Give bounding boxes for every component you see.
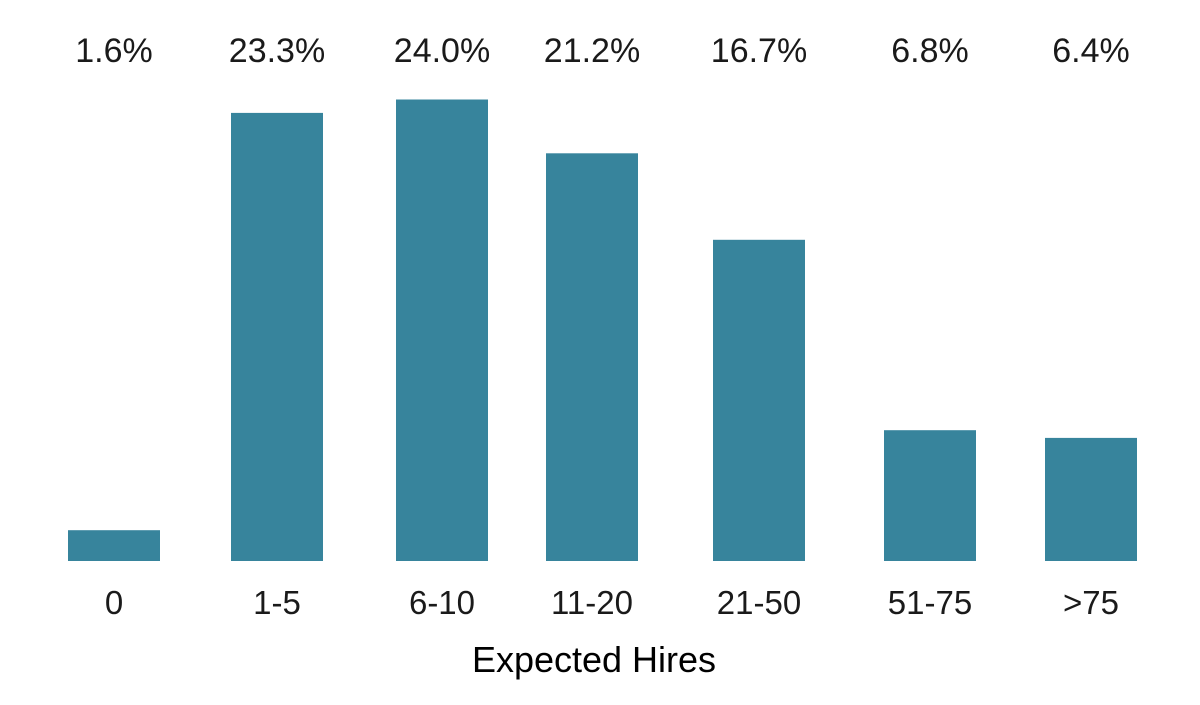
bar-0 <box>68 530 160 561</box>
x-tick-label-51-75: 51-75 <box>888 584 972 621</box>
value-label-11-20: 21.2% <box>544 32 640 70</box>
value-label-6-10: 24.0% <box>394 32 490 70</box>
bar->75 <box>1045 437 1137 561</box>
value-label-51-75: 6.8% <box>891 32 969 70</box>
x-tick-label-11-20: 11-20 <box>551 584 633 621</box>
x-tick-label->75: >75 <box>1063 584 1119 621</box>
bar-1-5 <box>231 112 323 562</box>
bar-21-50 <box>713 239 805 562</box>
value-label-0: 1.6% <box>75 32 153 70</box>
x-tick-label-6-10: 6-10 <box>409 584 475 621</box>
bar-51-75 <box>884 430 976 561</box>
bar-11-20 <box>546 153 638 562</box>
x-tick-label-21-50: 21-50 <box>717 584 801 621</box>
value-label-1-5: 23.3% <box>229 32 325 70</box>
value-label->75: 6.4% <box>1052 32 1130 70</box>
bar-6-10 <box>396 99 488 561</box>
value-labels-group: 1.6% 23.3% 24.0% 21.2% 16.7% 6.8% 6.4% <box>75 32 1130 70</box>
value-label-21-50: 16.7% <box>711 32 807 70</box>
x-tick-label-0: 0 <box>105 584 123 621</box>
x-tick-label-1-5: 1-5 <box>253 584 301 621</box>
bars-group <box>68 99 1137 562</box>
tick-labels-group: 0 1-5 6-10 11-20 21-50 51-75 >75 <box>105 584 1119 621</box>
x-axis-title: Expected Hires <box>472 639 716 680</box>
